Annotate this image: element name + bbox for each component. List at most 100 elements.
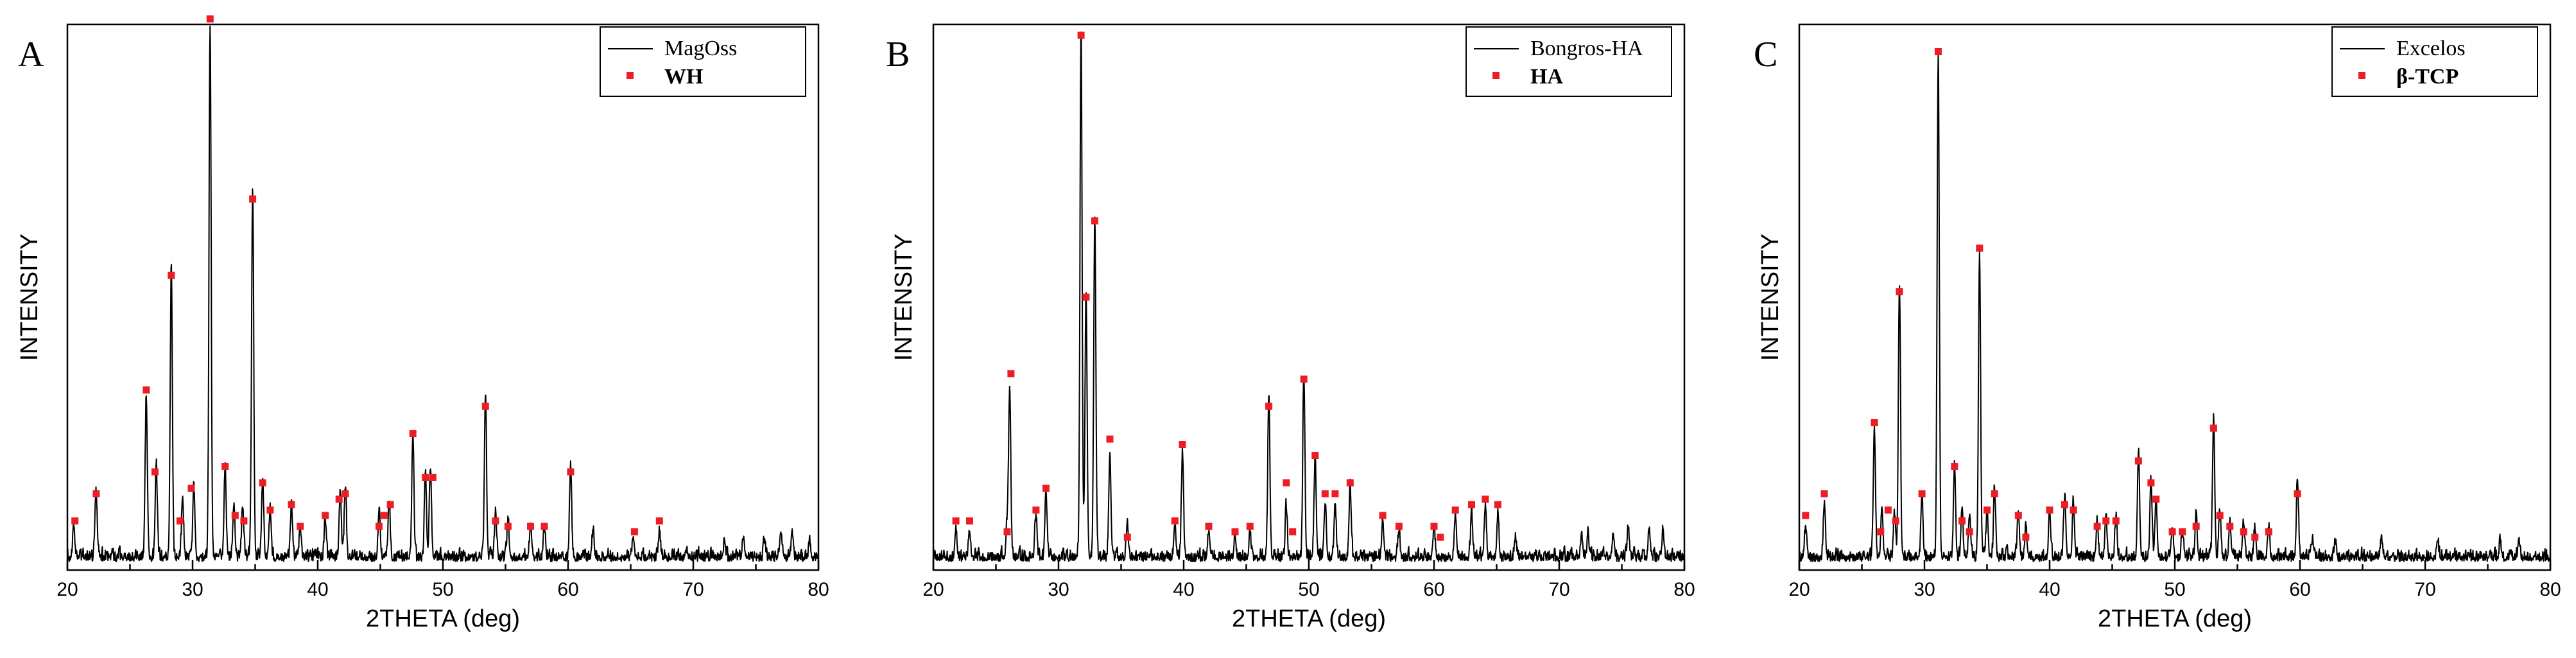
- peak-marker: [2014, 512, 2022, 519]
- y-axis-label: INTENSITY: [16, 234, 43, 361]
- peak-marker: [2265, 528, 2272, 535]
- peak-marker: [1430, 523, 1438, 530]
- peak-marker: [206, 15, 214, 22]
- panel-letter: A: [18, 35, 44, 74]
- y-axis-label: INTENSITY: [1757, 234, 1784, 361]
- peak-marker: [1246, 523, 1254, 530]
- peak-marker: [655, 517, 663, 524]
- peak-marker: [481, 403, 489, 410]
- peak-marker: [266, 506, 274, 514]
- peak-marker: [1395, 523, 1403, 530]
- peak-marker: [231, 512, 239, 519]
- peak-marker: [1331, 490, 1339, 498]
- peak-marker: [429, 474, 437, 481]
- peak-marker: [71, 517, 79, 524]
- peak-marker: [1451, 506, 1459, 514]
- peak-marker: [322, 512, 329, 519]
- x-axis-label: 2THETA (deg): [1232, 605, 1386, 632]
- peak-marker: [1091, 217, 1098, 225]
- peak-marker: [341, 490, 349, 498]
- series-line-excelos: [1799, 50, 2551, 562]
- peak-marker: [288, 501, 295, 508]
- peak-marker: [1494, 501, 1501, 508]
- peak-marker: [1951, 463, 1958, 470]
- legend-label-line: Excelos: [2396, 37, 2466, 60]
- peak-marker: [1032, 506, 1040, 514]
- peak-marker: [1082, 293, 1090, 301]
- peak-marker: [1077, 31, 1085, 39]
- peak-marker: [1437, 533, 1444, 541]
- legend: Bongros-HA HA: [1465, 26, 1672, 97]
- peak-marker: [567, 468, 575, 476]
- peak-marker: [2061, 501, 2068, 508]
- peak-marker: [2046, 506, 2053, 514]
- peak-marker: [2209, 424, 2217, 432]
- series-line-bongros-ha: [933, 31, 1685, 562]
- x-tick-label: 40: [1173, 579, 1194, 600]
- x-tick-label: 30: [1048, 579, 1069, 600]
- peak-marker: [2294, 490, 2301, 498]
- peak-marker: [380, 512, 388, 519]
- peak-marker: [1877, 528, 1885, 535]
- peak-marker: [376, 523, 383, 530]
- peak-marker: [168, 272, 175, 279]
- peak-marker: [1468, 501, 1475, 508]
- peak-marker: [1976, 245, 1984, 252]
- peak-marker: [2152, 496, 2160, 503]
- panel-c: 20 30 40 50 60 70 80 2THETA (deg) INTENSITY C Exce…: [1754, 23, 2561, 632]
- peak-marker: [1300, 376, 1308, 383]
- peak-marker: [1482, 496, 1489, 503]
- peak-marker: [1265, 403, 1273, 410]
- peak-marker: [2192, 523, 2200, 530]
- peak-marker: [177, 517, 184, 524]
- peak-marker: [2251, 533, 2259, 541]
- peak-marker: [240, 517, 248, 524]
- peak-marker: [492, 517, 499, 524]
- legend: Excelos β-TCP: [2331, 26, 2538, 97]
- peak-marker: [221, 463, 229, 470]
- peak-marker: [540, 523, 548, 530]
- peak-marker: [1966, 528, 1973, 535]
- x-axis-label: 2THETA (deg): [366, 605, 520, 632]
- x-tick-label: 60: [557, 579, 578, 600]
- plot-frame: [1798, 23, 2552, 571]
- peak-marker: [2102, 517, 2110, 524]
- peak-marker: [1123, 533, 1131, 541]
- peak-marker: [1884, 506, 1892, 514]
- peak-marker: [1007, 370, 1015, 377]
- peak-marker: [527, 523, 534, 530]
- x-tick-label: 20: [922, 579, 944, 600]
- x-tick-label: 50: [1298, 579, 1319, 600]
- peak-marker: [422, 474, 429, 481]
- legend-marker-swatch: [627, 72, 634, 79]
- peak-marker: [2147, 479, 2155, 487]
- peak-marker: [1171, 517, 1179, 524]
- peak-marker: [409, 430, 417, 437]
- x-tick-label: 80: [2539, 579, 2561, 600]
- peak-marker: [1106, 435, 1114, 443]
- peak-marker: [1205, 523, 1213, 530]
- x-tick-label: 70: [2414, 579, 2435, 600]
- peak-marker: [2168, 528, 2176, 535]
- series-line-magoss: [67, 25, 819, 562]
- peak-marker: [1958, 517, 1966, 524]
- peak-marker: [1042, 485, 1050, 492]
- legend-label-markers: β-TCP: [2396, 65, 2459, 89]
- peak-marker: [187, 485, 195, 492]
- x-axis-label: 2THETA (deg): [2098, 605, 2252, 632]
- x-tick-label: 80: [1673, 579, 1695, 600]
- peak-marker: [1003, 528, 1011, 535]
- peak-marker: [1289, 528, 1297, 535]
- peak-marker: [2226, 523, 2234, 530]
- peak-marker: [1892, 517, 1899, 524]
- peak-marker: [1896, 288, 1903, 295]
- peak-marker: [1820, 490, 1828, 498]
- y-axis-label: INTENSITY: [890, 234, 917, 361]
- x-tick-label: 60: [1423, 579, 1444, 600]
- x-tick-label: 50: [432, 579, 453, 600]
- peak-marker: [1918, 490, 1926, 498]
- x-tick-label: 80: [808, 579, 829, 600]
- peak-marker: [1934, 48, 1942, 55]
- peak-marker: [2093, 523, 2101, 530]
